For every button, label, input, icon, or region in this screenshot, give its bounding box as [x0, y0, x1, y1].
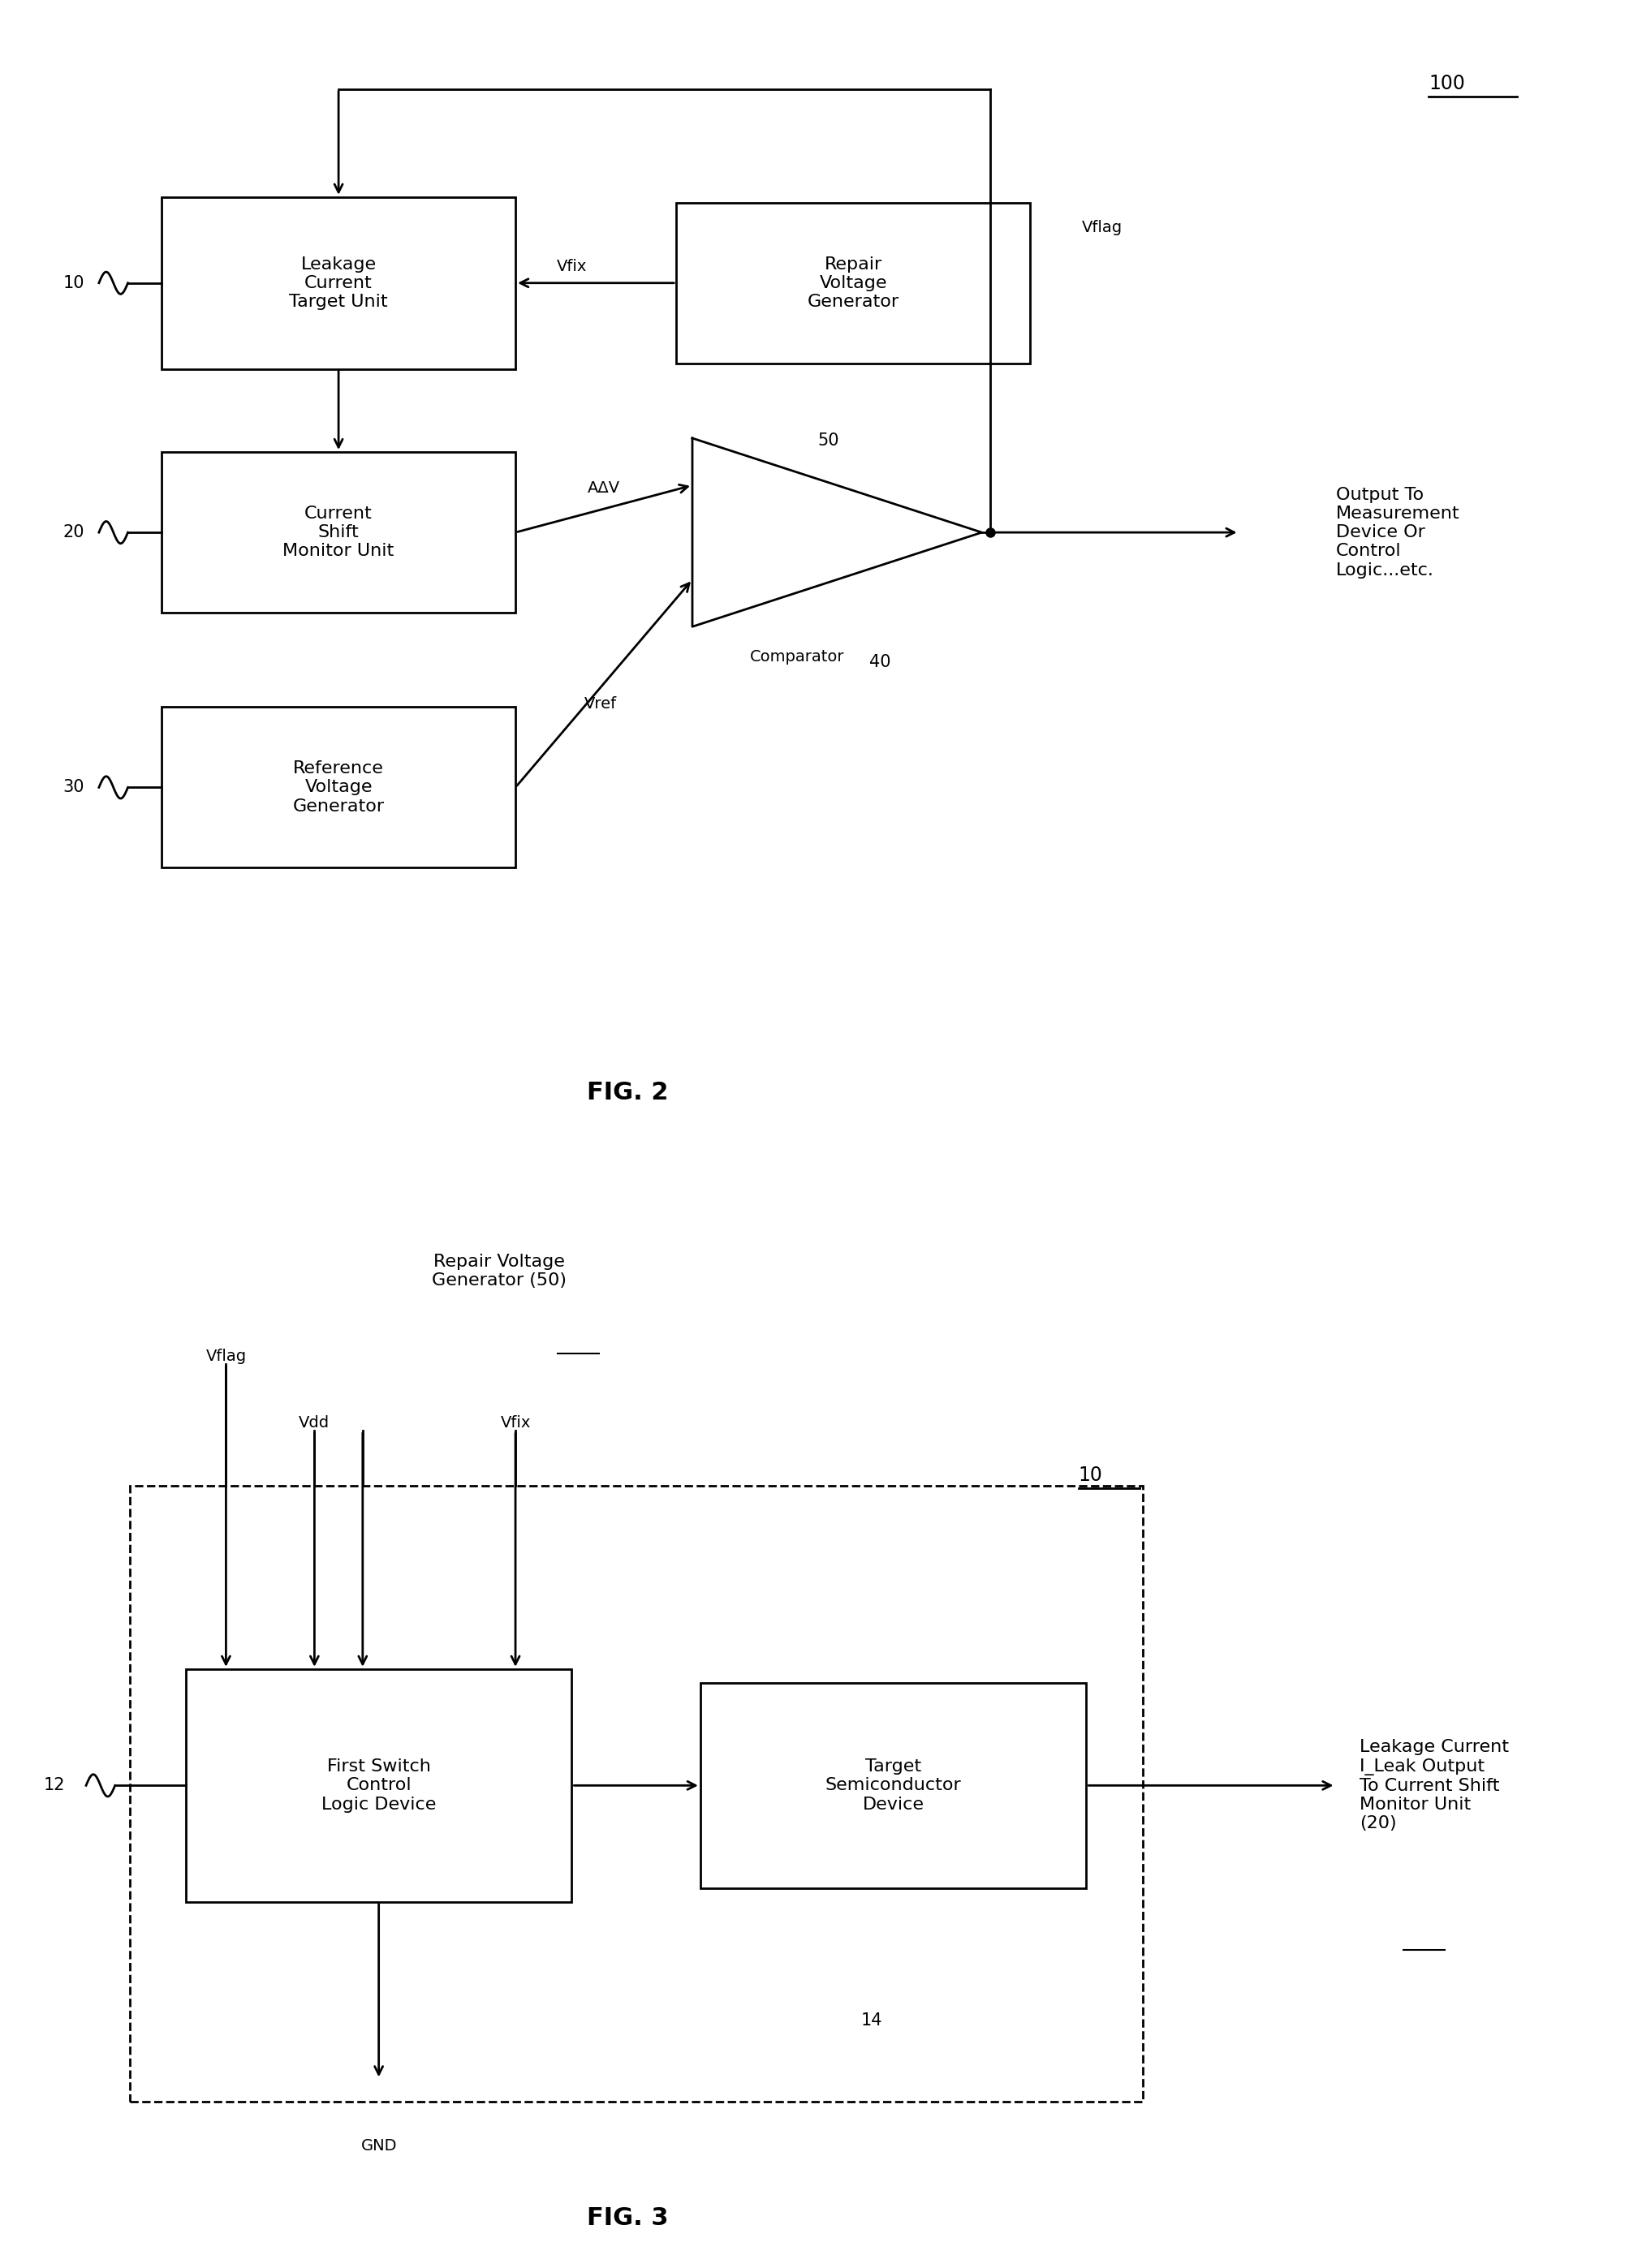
FancyBboxPatch shape	[701, 1683, 1087, 1887]
Text: 100: 100	[1429, 73, 1465, 93]
Text: GND: GND	[361, 2139, 397, 2155]
Text: Leakage Current
I_Leak Output
To Current Shift
Monitor Unit
(20): Leakage Current I_Leak Output To Current…	[1360, 1740, 1509, 1833]
Text: AΔV: AΔV	[588, 481, 621, 497]
Text: Vfix: Vfix	[557, 259, 586, 274]
Text: 10: 10	[1079, 1465, 1102, 1486]
Text: 20: 20	[62, 524, 84, 540]
FancyBboxPatch shape	[161, 451, 516, 612]
FancyBboxPatch shape	[677, 202, 1030, 363]
Text: 50: 50	[818, 433, 839, 449]
Text: Output To
Measurement
Device Or
Control
Logic...etc.: Output To Measurement Device Or Control …	[1335, 488, 1460, 578]
Text: Vdd: Vdd	[299, 1415, 330, 1431]
Text: Comparator: Comparator	[750, 649, 844, 665]
Text: Target
Semiconductor
Device: Target Semiconductor Device	[826, 1758, 962, 1812]
Text: 30: 30	[62, 780, 84, 796]
Text: Leakage
Current
Target Unit: Leakage Current Target Unit	[289, 256, 388, 311]
FancyBboxPatch shape	[130, 1486, 1143, 2102]
Text: First Switch
Control
Logic Device: First Switch Control Logic Device	[322, 1758, 437, 1812]
Text: Current
Shift
Monitor Unit: Current Shift Monitor Unit	[282, 506, 394, 560]
Text: Vflag: Vflag	[205, 1349, 246, 1363]
Text: Repair
Voltage
Generator: Repair Voltage Generator	[808, 256, 900, 311]
Text: 12: 12	[44, 1778, 66, 1794]
Text: 14: 14	[860, 2012, 883, 2030]
Text: 10: 10	[62, 274, 84, 290]
Text: FIG. 2: FIG. 2	[588, 1080, 668, 1105]
Text: Repair Voltage
Generator (50): Repair Voltage Generator (50)	[432, 1254, 566, 1288]
Text: Vfix: Vfix	[501, 1415, 530, 1431]
Text: Vflag: Vflag	[1082, 220, 1123, 236]
Text: FIG. 3: FIG. 3	[588, 2207, 668, 2229]
Text: Reference
Voltage
Generator: Reference Voltage Generator	[292, 760, 384, 814]
Text: 40: 40	[869, 655, 890, 671]
Text: Vref: Vref	[585, 696, 617, 712]
FancyBboxPatch shape	[186, 1669, 571, 1903]
FancyBboxPatch shape	[161, 708, 516, 869]
FancyBboxPatch shape	[161, 197, 516, 370]
